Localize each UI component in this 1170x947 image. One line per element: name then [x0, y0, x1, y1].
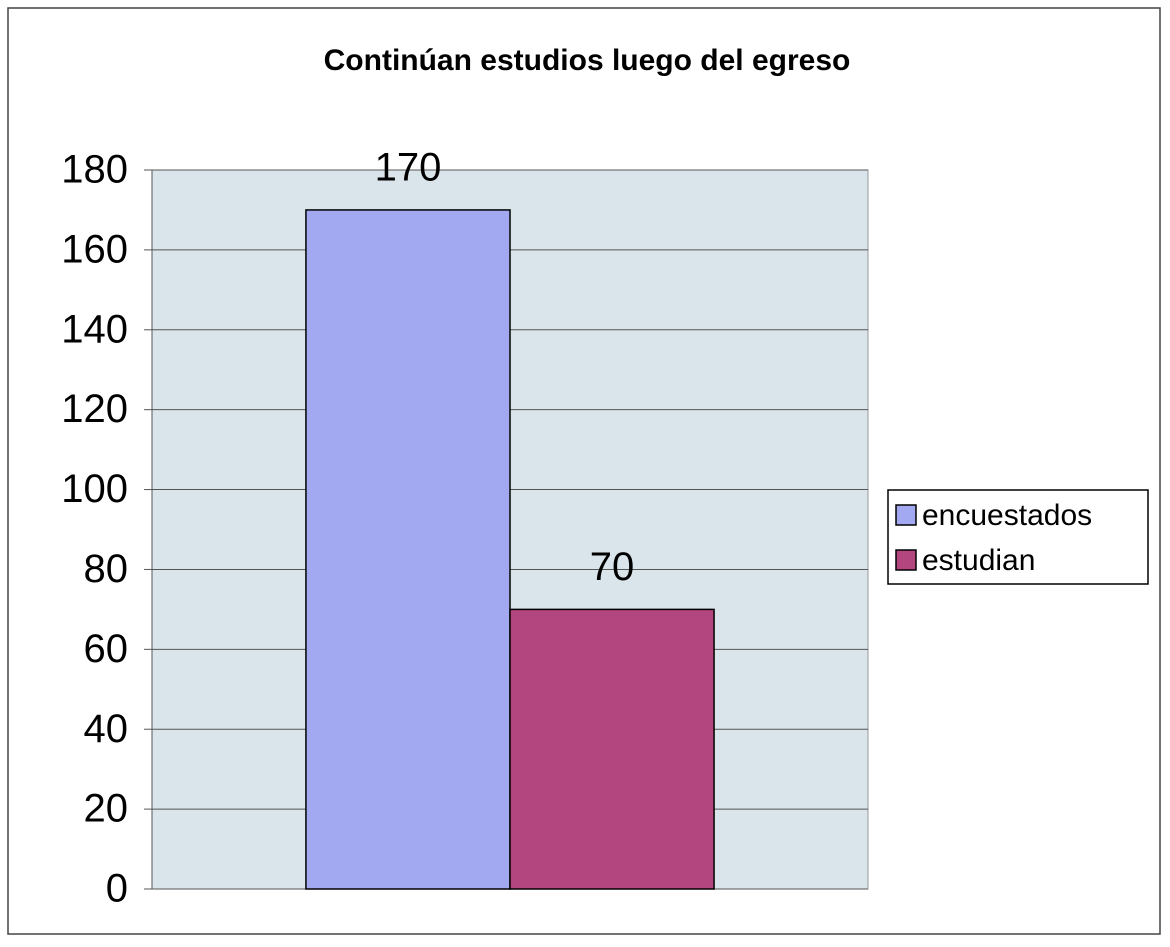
- value-label: 170: [375, 146, 442, 190]
- y-tick-label: 180: [61, 148, 128, 192]
- y-tick-label: 160: [61, 227, 128, 271]
- legend-label: estudian: [922, 544, 1035, 577]
- bar: [305, 209, 511, 890]
- y-tick-label: 80: [84, 547, 129, 591]
- bar: [509, 608, 715, 890]
- legend-swatch: [895, 504, 917, 526]
- value-label: 70: [590, 545, 635, 589]
- y-tick-label: 40: [84, 707, 129, 751]
- y-tick-label: 100: [61, 467, 128, 511]
- y-tick-label: 20: [84, 787, 129, 831]
- y-tick-label: 120: [61, 387, 128, 431]
- y-tick-label: 0: [106, 867, 128, 911]
- legend-box: [887, 489, 1149, 585]
- chart-title: Continúan estudios luego del egreso: [324, 44, 851, 77]
- legend-label: encuestados: [922, 499, 1092, 532]
- y-tick-label: 60: [84, 627, 129, 671]
- legend-swatch: [895, 549, 917, 571]
- y-tick-label: 140: [61, 307, 128, 351]
